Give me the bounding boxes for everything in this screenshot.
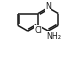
Text: NH₂: NH₂ <box>47 32 62 41</box>
Text: N: N <box>45 2 51 11</box>
Text: Cl: Cl <box>34 26 42 35</box>
